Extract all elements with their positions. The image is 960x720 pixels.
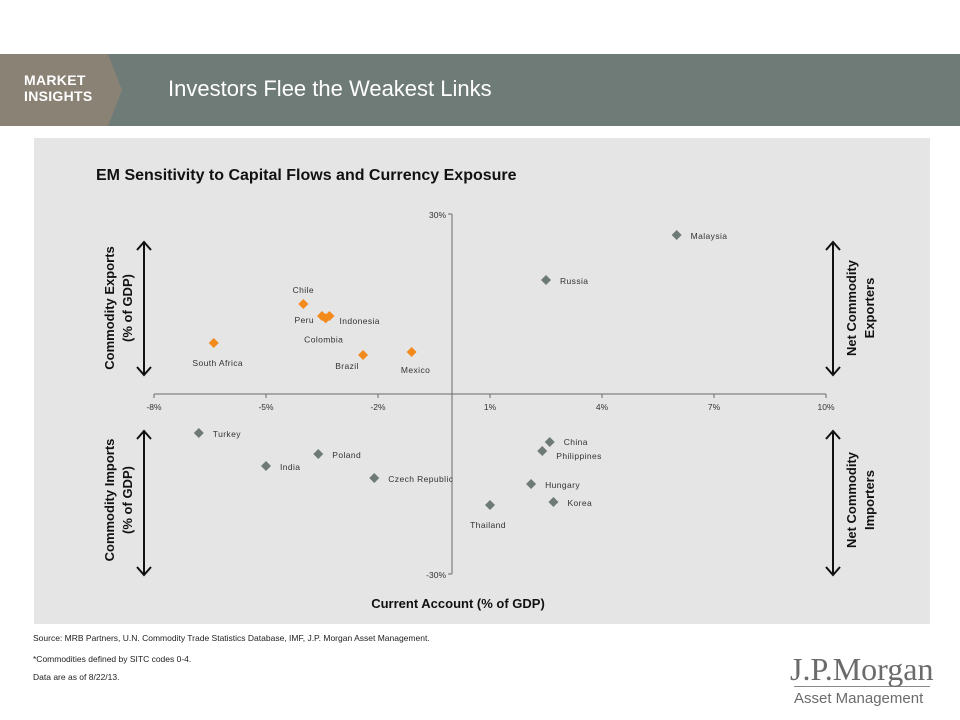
point-india xyxy=(261,461,271,471)
right-lower-arrow-head-down xyxy=(825,566,841,577)
right-upper-arrow-head-down xyxy=(825,366,841,377)
date-note: Data are as of 8/22/13. xyxy=(33,672,120,682)
right-upper-label: Net Commodity Exporters xyxy=(844,259,877,356)
right-lower-label-line: Net Commodity xyxy=(844,451,859,548)
label-korea: Korea xyxy=(567,498,592,508)
point-china xyxy=(544,437,555,447)
market-insights-brand: MARKET INSIGHTS xyxy=(24,72,93,104)
point-hungary xyxy=(526,479,537,489)
x-tick-label: -2% xyxy=(370,402,386,412)
point-korea xyxy=(548,497,559,507)
jpmorgan-logo: J.P.Morgan Asset Management xyxy=(790,651,940,707)
brand-line2: INSIGHTS xyxy=(24,88,93,104)
label-indonesia: Indonesia xyxy=(339,316,379,326)
point-philippines xyxy=(537,446,548,456)
brand-line1: MARKET xyxy=(24,72,86,88)
label-peru: Peru xyxy=(294,315,314,325)
point-brazil xyxy=(358,350,369,360)
left-lower-label-line: Commodity Imports xyxy=(102,439,117,562)
point-mexico xyxy=(406,347,417,357)
label-czech-republic: Czech Republic xyxy=(388,474,453,484)
right-upper-label-line: Net Commodity xyxy=(844,259,859,356)
point-south-africa xyxy=(208,338,219,348)
point-czech-republic xyxy=(369,473,380,483)
left-lower-label: Commodity Imports (% of GDP) xyxy=(102,439,135,562)
label-russia: Russia xyxy=(560,276,588,286)
logo-rule xyxy=(794,686,930,687)
right-lower-label-line: Importers xyxy=(862,470,877,530)
x-axis-title: Current Account (% of GDP) xyxy=(371,596,545,611)
brand-tab xyxy=(0,54,122,126)
commodities-note: *Commodities defined by SITC codes 0-4. xyxy=(33,654,192,664)
left-lower-arrow-head-up xyxy=(136,429,152,440)
x-tick-label: 4% xyxy=(596,402,609,412)
label-mexico: Mexico xyxy=(401,365,430,375)
logo-subtitle: Asset Management xyxy=(794,690,924,707)
label-poland: Poland xyxy=(332,450,361,460)
point-thailand xyxy=(485,500,495,510)
right-lower-label: Net Commodity Importers xyxy=(844,451,877,548)
y-tick-label: -30% xyxy=(426,570,446,580)
label-south-africa: South Africa xyxy=(192,358,243,368)
left-upper-label: Commodity Exports (% of GDP) xyxy=(102,246,135,370)
point-poland xyxy=(313,449,324,459)
label-chile: Chile xyxy=(293,285,314,295)
header-bar xyxy=(0,54,960,126)
label-brazil: Brazil xyxy=(335,361,359,371)
logo-name: J.P.Morgan xyxy=(790,651,934,687)
x-tick-label: -5% xyxy=(258,402,274,412)
chart-title: EM Sensitivity to Capital Flows and Curr… xyxy=(96,167,517,184)
left-upper-label-line: Commodity Exports xyxy=(102,246,117,370)
x-tick-label: 7% xyxy=(708,402,721,412)
label-philippines: Philippines xyxy=(556,451,602,461)
right-upper-label-line: Exporters xyxy=(862,278,877,339)
x-tick-label: 10% xyxy=(817,402,834,412)
left-lower-label-line: (% of GDP) xyxy=(120,466,135,534)
right-lower-arrow-head-up xyxy=(825,429,841,440)
left-upper-arrow-head-up xyxy=(136,240,152,251)
x-tick-label: -8% xyxy=(146,402,162,412)
left-lower-arrow-head-down xyxy=(136,566,152,577)
label-malaysia: Malaysia xyxy=(691,231,728,241)
point-colombia xyxy=(320,313,331,324)
source-note: Source: MRB Partners, U.N. Commodity Tra… xyxy=(33,633,430,643)
y-tick-label: 30% xyxy=(429,210,446,220)
slide-title: Investors Flee the Weakest Links xyxy=(168,76,492,101)
label-turkey: Turkey xyxy=(213,429,241,439)
scatter-chart: EM Sensitivity to Capital Flows and Curr… xyxy=(96,167,877,611)
label-india: India xyxy=(280,462,300,472)
label-colombia: Colombia xyxy=(304,334,343,344)
left-upper-arrow-head-down xyxy=(136,366,152,377)
chart-panel: EM Sensitivity to Capital Flows and Curr… xyxy=(34,138,930,624)
x-tick-label: 1% xyxy=(484,402,497,412)
label-china: China xyxy=(564,437,588,447)
point-russia xyxy=(541,275,551,285)
point-malaysia xyxy=(671,230,682,240)
point-chile xyxy=(298,299,309,309)
left-upper-label-line: (% of GDP) xyxy=(120,274,135,342)
label-thailand: Thailand xyxy=(470,520,506,530)
right-upper-arrow-head-up xyxy=(825,240,841,251)
label-hungary: Hungary xyxy=(545,480,580,490)
point-turkey xyxy=(193,428,204,438)
